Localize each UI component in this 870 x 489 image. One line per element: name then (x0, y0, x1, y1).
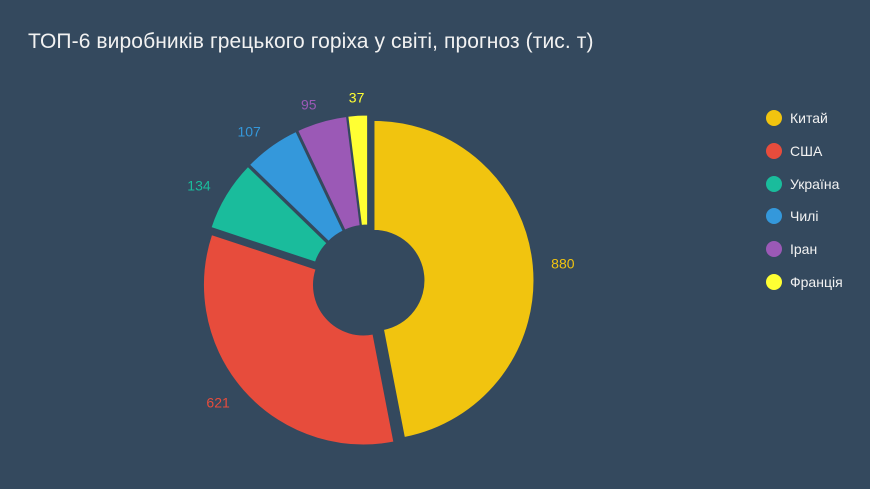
legend-label-4: Чилі (790, 208, 819, 225)
legend-label-3: Україна (790, 175, 840, 192)
chart-legend: Китай США Україна Чилі Іран Франція (766, 107, 843, 304)
legend-label-2: США (790, 142, 823, 159)
legend-swatch-1 (766, 110, 782, 126)
legend-swatch-3 (766, 175, 782, 192)
pie-slice-6[interactable] (347, 114, 369, 226)
data-label-1: 880 (551, 255, 575, 271)
legend-item-5[interactable]: Іран (766, 238, 843, 260)
legend-swatch-4 (766, 208, 782, 225)
pie-slice-3[interactable] (210, 165, 328, 263)
pie-slice-5[interactable] (297, 115, 361, 231)
data-label-5: 95 (301, 96, 317, 112)
data-label-3: 134 (187, 178, 211, 194)
legend-label-5: Іран (790, 241, 818, 258)
legend-item-6[interactable]: Франція (766, 271, 843, 293)
legend-item-1[interactable]: Китай (766, 107, 843, 129)
pie-slice-4[interactable] (248, 130, 344, 243)
legend-swatch-6 (766, 273, 782, 290)
data-label-4: 107 (237, 123, 261, 139)
legend-swatch-2 (766, 142, 782, 159)
pie-slice-2[interactable] (202, 233, 395, 446)
legend-label-6: Франція (790, 273, 843, 290)
legend-item-3[interactable]: Україна (766, 173, 843, 195)
pie-slice-1[interactable] (373, 119, 535, 439)
data-label-6: 37 (349, 89, 365, 105)
legend-label-1: Китай (790, 110, 828, 126)
data-label-2: 621 (206, 394, 230, 410)
chart-title: ТОП-6 виробників грецького горіха у світ… (28, 30, 594, 53)
legend-item-4[interactable]: Чилі (766, 205, 843, 227)
legend-item-2[interactable]: США (766, 140, 843, 162)
legend-swatch-5 (766, 241, 782, 258)
